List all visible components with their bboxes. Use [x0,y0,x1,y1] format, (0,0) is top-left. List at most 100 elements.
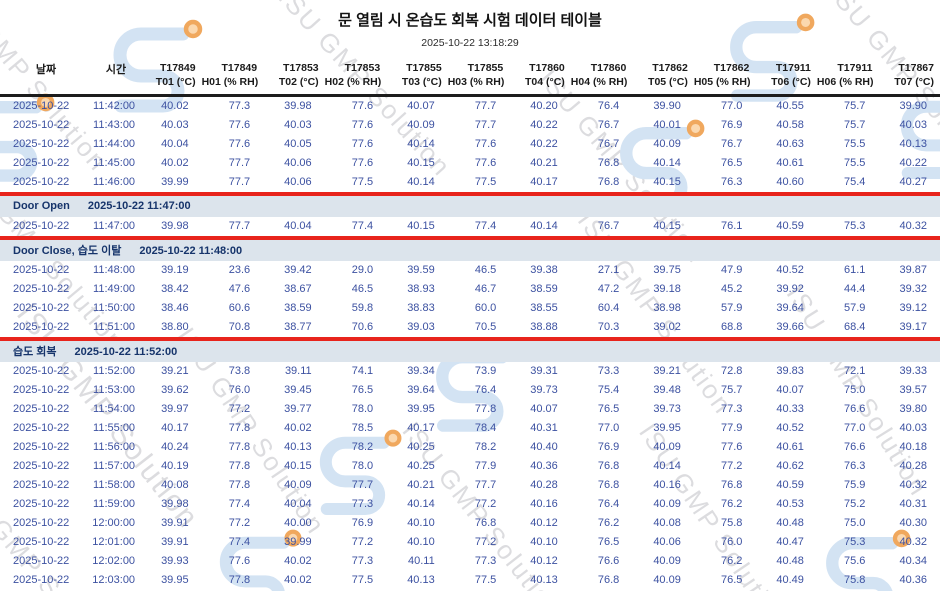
section-banner-label: Door Open [13,200,70,212]
value-cell: 40.21 [407,479,435,491]
value-cell: 75.3 [844,536,866,548]
value-cell: 47.2 [597,283,620,295]
table-row: 2025-10-22 11:53:00 39.62 76.0 39.45 76.5 39.6… [0,381,940,400]
table-row: 2025-10-22 11:47:00 39.98 77.7 40.04 77.4 40.1… [0,217,940,238]
value-cell: 77.8 [228,441,251,453]
value-cell: 39.92 [776,283,804,295]
sensor-id: T17911 [775,62,811,75]
value-cell: 38.55 [530,302,558,314]
value-cell: 77.6 [228,138,251,150]
value-cell: 40.11 [408,555,435,567]
sensor-id: T17860 [590,62,627,75]
value-cell: 39.21 [653,365,681,377]
value-cell: 61.1 [844,264,866,276]
value-cell: 40.25 [407,460,435,472]
value-cell: 23.6 [228,264,251,276]
value-cell: 40.22 [899,157,927,169]
value-cell: 78.0 [351,403,374,415]
value-cell: 40.06 [284,176,312,188]
value-cell: 39.90 [899,100,927,112]
value-cell: 40.08 [653,517,681,529]
value-cell: 77.7 [228,220,251,232]
value-cell: 39.73 [530,384,558,396]
value-cell: 40.10 [530,536,558,548]
time-cell: 11:48:00 [93,264,136,276]
value-cell: 40.47 [776,536,804,548]
value-cell: 75.5 [844,138,866,150]
table-row: 2025-10-22 11:43:00 40.03 77.6 40.03 77.6 40.0… [0,116,940,135]
sensor-id: T17862 [652,62,688,75]
value-cell: 40.07 [530,403,558,415]
section-banner-row: Door Open 2025-10-22 11:47:00 [0,191,940,217]
value-cell: 76.6 [844,441,866,453]
sensor-channel: T01 (°C) [155,75,196,88]
value-cell: 40.17 [407,422,435,434]
value-cell: 46.5 [474,264,497,276]
value-cell: 76.7 [597,138,620,150]
value-cell: 40.06 [653,536,681,548]
value-cell: 39.95 [161,574,189,586]
value-cell: 39.90 [653,100,681,112]
value-cell: 77.6 [474,157,497,169]
value-cell: 40.61 [776,157,804,169]
value-cell: 40.36 [899,574,927,586]
value-cell: 40.09 [407,119,435,131]
value-cell: 77.8 [228,479,251,491]
value-cell: 40.16 [653,479,681,491]
time-cell: 11:59:00 [93,498,136,510]
value-cell: 40.03 [899,119,927,131]
section-banner-label: 습도 회복 [13,346,57,358]
value-cell: 70.6 [351,321,374,333]
column-header-sensor: T17853 H02 (% RH) [325,51,387,95]
value-cell: 78.2 [351,441,374,453]
value-cell: 40.53 [776,498,804,510]
value-cell: 77.7 [228,176,251,188]
value-cell: 72.1 [844,365,866,377]
value-cell: 75.7 [720,384,743,396]
time-cell: 11:57:00 [93,460,136,472]
value-cell: 40.22 [530,138,558,150]
value-cell: 40.21 [530,157,558,169]
value-cell: 40.31 [899,498,927,510]
date-cell: 2025-10-22 [13,479,70,491]
date-cell: 2025-10-22 [13,536,70,548]
value-cell: 77.2 [720,460,743,472]
value-cell: 60.0 [474,302,497,314]
value-cell: 39.17 [899,321,927,333]
value-cell: 40.32 [899,479,927,491]
value-cell: 77.0 [720,100,743,112]
sensor-channel: H03 (% RH) [447,75,505,88]
value-cell: 76.3 [844,460,866,472]
section-banner-cell: Door Open 2025-10-22 11:47:00 [0,191,940,217]
value-cell: 76.9 [720,119,743,131]
value-cell: 76.7 [720,138,743,150]
value-cell: 40.09 [653,441,681,453]
column-header-sensor: T17860 H04 (% RH) [571,51,633,95]
value-cell: 40.59 [776,479,804,491]
value-cell: 40.13 [899,138,927,150]
date-cell: 2025-10-22 [13,283,70,295]
table-row: 2025-10-22 11:45:00 40.02 77.7 40.06 77.6 40.1… [0,154,940,173]
time-cell: 11:44:00 [93,138,136,150]
value-cell: 78.0 [351,460,374,472]
sensor-id: T17860 [529,62,565,75]
value-cell: 39.18 [653,283,681,295]
sensor-id: T17867 [898,62,934,75]
value-cell: 76.8 [597,176,620,188]
value-cell: 76.8 [597,574,620,586]
date-cell: 2025-10-22 [13,119,70,131]
value-cell: 77.9 [474,460,497,472]
value-cell: 76.7 [597,119,620,131]
value-cell: 38.98 [653,302,681,314]
table-row: 2025-10-22 12:01:00 39.91 77.4 39.99 77.2 40.1… [0,533,940,552]
time-cell: 12:00:00 [92,517,136,529]
value-cell: 39.59 [407,264,435,276]
value-cell: 70.8 [228,321,251,333]
value-cell: 40.07 [776,384,804,396]
value-cell: 75.4 [844,176,866,188]
value-cell: 39.03 [407,321,435,333]
value-cell: 40.02 [284,574,312,586]
table-row: 2025-10-22 11:54:00 39.97 77.2 39.77 78.0 39.9… [0,400,940,419]
value-cell: 40.52 [776,264,804,276]
